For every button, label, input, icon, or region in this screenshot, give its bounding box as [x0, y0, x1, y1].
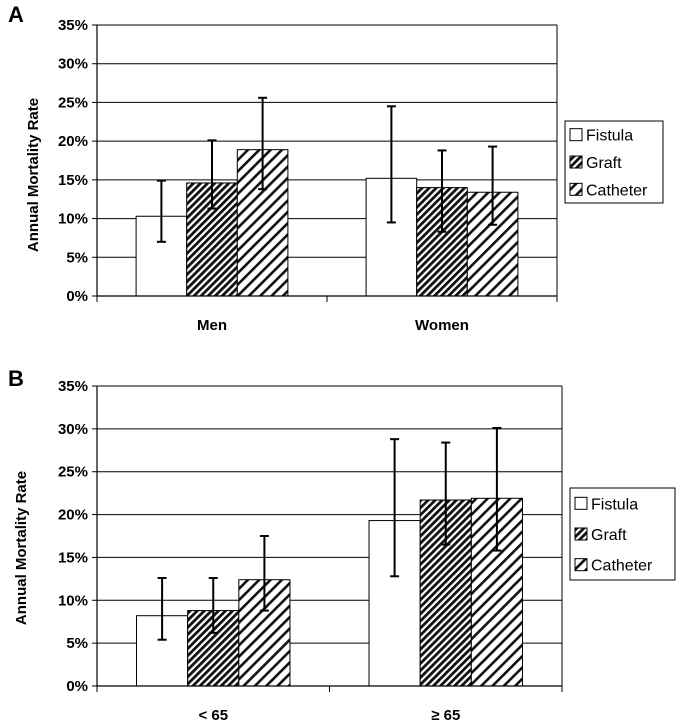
- error-bar-fistula: [156, 179, 166, 243]
- y-tick-label: 10%: [58, 211, 88, 228]
- legend-swatch-fistula: [569, 128, 583, 142]
- legend-label-catheter: Catheter: [586, 182, 648, 199]
- error-bar-catheter: [492, 427, 502, 552]
- y-tick-label: 5%: [66, 249, 88, 266]
- y-tick-label: 10%: [58, 592, 88, 609]
- error-bar-catheter: [258, 96, 268, 191]
- y-tick-label: 25%: [58, 94, 88, 111]
- y-tick-label: 20%: [58, 133, 88, 150]
- panel-b-axes: [92, 385, 563, 692]
- panel-b-bars: [136, 497, 523, 687]
- panel-a-y-ticks: 0% 5% 10% 15% 20% 25% 30% 35%: [58, 17, 88, 305]
- y-tick-label: 15%: [58, 549, 88, 566]
- y-tick-label: 30%: [58, 421, 88, 438]
- y-tick-label: 0%: [66, 678, 88, 695]
- panel-b-legend: Fistula Graft Catheter: [569, 487, 676, 581]
- panel-a-error-bars: [156, 96, 498, 243]
- legend-label-catheter: Catheter: [591, 558, 653, 575]
- error-bar-graft: [441, 441, 451, 546]
- legend-swatch-catheter: [574, 558, 588, 572]
- panel-a-chart: A Annual Mortality Rate 0% 5% 10% 15% 20% 25%…: [8, 2, 664, 334]
- legend-label-graft: Graft: [591, 527, 627, 544]
- y-tick-label: 5%: [66, 635, 88, 652]
- error-bar-catheter: [259, 535, 269, 612]
- error-bar-fistula: [157, 577, 167, 641]
- error-bar-graft: [437, 149, 447, 233]
- error-bar-graft: [208, 577, 218, 634]
- legend-swatch-fistula: [574, 496, 588, 510]
- error-bar-catheter: [488, 145, 498, 226]
- panel-a-axes: [92, 24, 558, 302]
- category-label: Men: [197, 317, 227, 334]
- y-tick-label: 25%: [58, 464, 88, 481]
- legend-swatch-graft: [574, 527, 588, 541]
- y-tick-label: 15%: [58, 172, 88, 189]
- panel-a-categories: Men Women: [197, 317, 469, 334]
- y-tick-label: 0%: [66, 288, 88, 305]
- legend-label-fistula: Fistula: [586, 128, 633, 145]
- y-tick-label: 30%: [58, 56, 88, 73]
- legend-label-graft: Graft: [586, 155, 622, 172]
- error-bar-graft: [207, 139, 217, 210]
- y-tick-label: 35%: [58, 378, 88, 395]
- panel-a-bars: [135, 149, 519, 297]
- legend-swatch-catheter: [569, 182, 583, 196]
- panel-b-error-bars: [157, 427, 502, 641]
- error-bar-fistula: [386, 105, 396, 224]
- panel-a-legend: Fistula Graft Catheter: [564, 120, 664, 204]
- category-label: < 65: [198, 707, 228, 722]
- legend-swatch-graft: [569, 155, 583, 169]
- panel-b-chart: B Annual Mortality Rate 0% 5% 10% 15% 20% 25%…: [8, 366, 676, 722]
- category-label: Women: [415, 317, 469, 334]
- category-label: ≥ 65: [431, 707, 460, 722]
- panel-b-y-axis-label: Annual Mortality Rate: [13, 471, 30, 625]
- legend-label-fistula: Fistula: [591, 496, 638, 513]
- panel-a-letter: A: [8, 2, 24, 27]
- error-bar-fistula: [390, 438, 400, 578]
- panel-b-letter: B: [8, 366, 24, 391]
- panel-b-categories: < 65 ≥ 65: [198, 707, 460, 722]
- y-tick-label: 35%: [58, 17, 88, 34]
- panel-a-y-axis-label: Annual Mortality Rate: [25, 98, 42, 252]
- panel-b-y-ticks: 0% 5% 10% 15% 20% 25% 30% 35%: [58, 378, 88, 695]
- y-tick-label: 20%: [58, 507, 88, 524]
